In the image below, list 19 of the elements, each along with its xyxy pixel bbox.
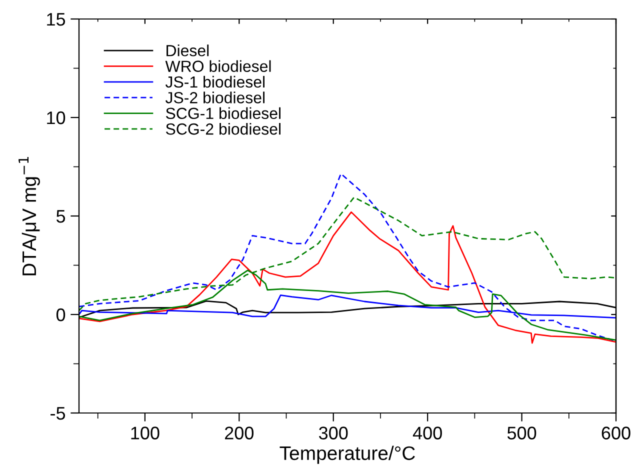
legend-label: WRO biodiesel xyxy=(165,60,271,72)
x-tick-label: 600 xyxy=(602,426,630,440)
y-tick-label: -5 xyxy=(50,407,66,420)
legend-label: Diesel xyxy=(166,44,209,56)
legend-label: JS-2 biodiesel xyxy=(166,92,265,104)
x-axis-title: Temperature/°C xyxy=(280,446,415,464)
x-tick-label: 300 xyxy=(318,426,348,440)
x-tick-label: 100 xyxy=(131,426,160,440)
y-tick-label: 5 xyxy=(56,210,66,223)
legend-label: SCG-1 biodiesel xyxy=(166,107,280,120)
legend-label: JS-1 biodiesel xyxy=(166,76,265,88)
y-tick-label: 15 xyxy=(47,13,66,26)
y-tick-label: 10 xyxy=(47,111,66,124)
x-tick-label: 200 xyxy=(225,426,254,440)
x-tick-label: 400 xyxy=(412,426,442,440)
legend-label: SCG-2 biodiesel xyxy=(166,122,280,135)
y-axis-title: DTA/μV mg$^{−1}$ xyxy=(18,156,40,276)
x-tick-label: 500 xyxy=(507,426,536,440)
y-tick-label: 0 xyxy=(56,308,66,322)
